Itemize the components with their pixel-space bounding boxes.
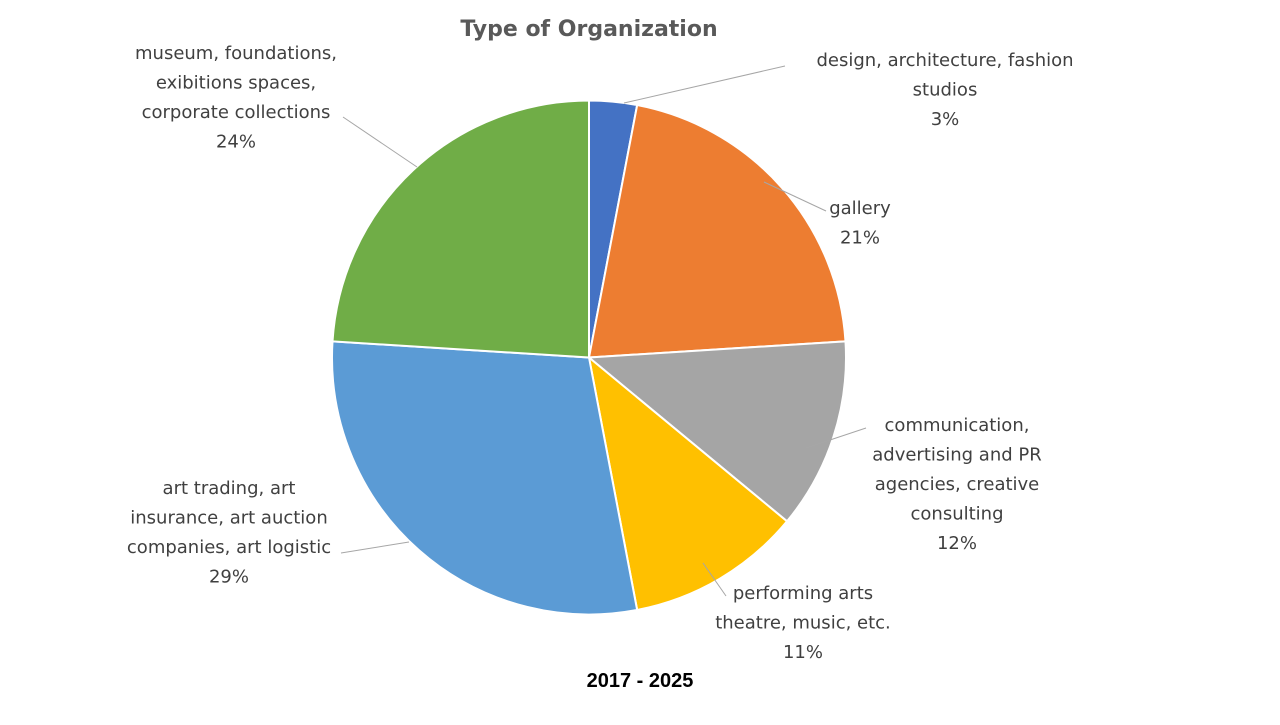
slice-label-line: museum, foundations, (135, 43, 337, 64)
chart-subtitle: 2017 - 2025 (587, 670, 694, 692)
leaders-layer (340, 65, 867, 597)
slice-label-line: performing arts (733, 583, 873, 604)
leader-line-1 (763, 181, 827, 212)
slice-label-4: art trading, art insurance, art auction co… (127, 478, 331, 588)
slice-label-line: theatre, music, etc. (715, 613, 891, 634)
slice-label-line: studios (913, 80, 978, 101)
slice-label-line: art trading, art (163, 478, 296, 499)
slice-percent-0: 3% (931, 109, 960, 130)
slices-layer (331, 99, 847, 616)
slice-percent-1: 21% (840, 228, 880, 249)
slice-label-line: gallery (829, 198, 891, 219)
chart-title: Type of Organization (460, 17, 717, 42)
slice-label-line: corporate collections (142, 102, 331, 123)
slice-label-line: companies, art logistic (127, 537, 331, 558)
slice-label-line: agencies, creative (875, 474, 1040, 495)
slice-label-line: communication, (885, 415, 1030, 436)
slice-percent-3: 11% (783, 642, 823, 663)
slice-label-3: performing arts theatre, music, etc. 11% (715, 583, 891, 663)
pie-slice-5 (331, 99, 590, 359)
slice-label-0: design, architecture, fashion studios 3% (816, 50, 1073, 130)
slice-label-line: exibitions spaces, (156, 73, 316, 94)
slice-label-2: communication, advertising and PR agencies… (872, 415, 1042, 554)
slice-percent-5: 24% (216, 132, 256, 153)
pie-slice-3 (587, 354, 789, 612)
slice-percent-2: 12% (937, 533, 977, 554)
slice-label-1: gallery 21% (829, 198, 891, 249)
labels-layer: design, architecture, fashion studios 3% ga… (127, 43, 1074, 663)
slice-label-line: insurance, art auction (130, 508, 327, 529)
leader-line-2 (805, 427, 867, 449)
leader-line-0 (623, 65, 786, 104)
pie-slice-1 (587, 103, 847, 359)
slice-label-line: design, architecture, fashion (816, 50, 1073, 71)
slice-label-line: advertising and PR (872, 445, 1042, 466)
slice-label-line: consulting (911, 504, 1004, 525)
leader-line-5 (342, 116, 418, 168)
pie-slice-2 (586, 340, 847, 523)
leader-line-3 (702, 562, 727, 597)
pie-slice-4 (331, 340, 639, 616)
slice-label-5: museum, foundations, exibitions spaces, co… (135, 43, 337, 153)
leader-line-4 (340, 541, 410, 554)
slice-percent-4: 29% (209, 567, 249, 588)
